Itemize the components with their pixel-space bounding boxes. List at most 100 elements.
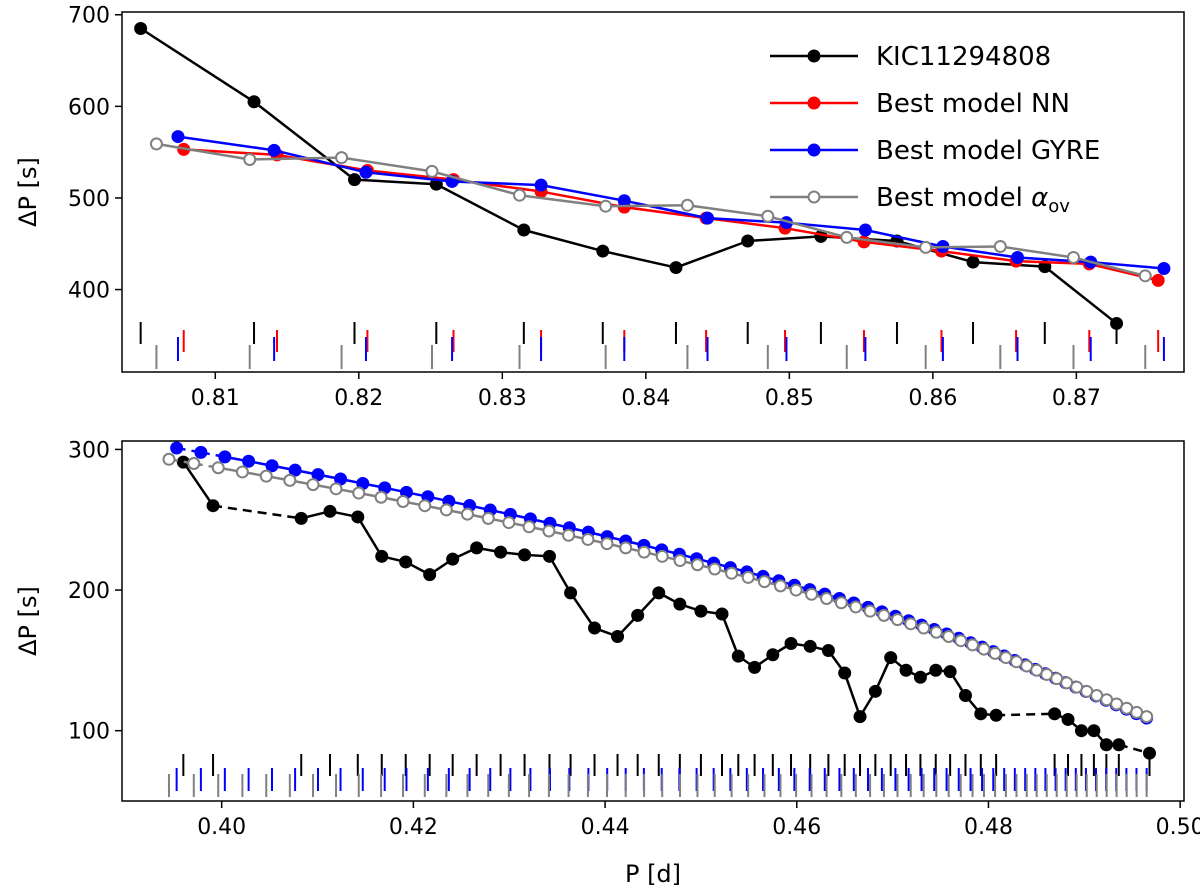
series-line-segment-1 <box>1016 259 1090 266</box>
data-point-0 <box>1142 746 1156 760</box>
data-point-0 <box>669 261 683 275</box>
series-line-segment-3 <box>767 215 848 239</box>
series-line-segment-0 <box>747 235 821 243</box>
data-point-0 <box>375 549 389 563</box>
data-point-0 <box>176 455 190 469</box>
bottom-plot-area <box>162 441 1156 797</box>
data-point-2 <box>655 549 669 563</box>
x-tick-label: 0.48 <box>964 815 1013 840</box>
series-line-segment-0 <box>843 672 862 718</box>
y-tick-label: 500 <box>68 187 110 212</box>
x-tick-label: 0.46 <box>772 815 821 840</box>
legend-label: Best model NN <box>876 89 1070 119</box>
data-point-2 <box>858 223 872 237</box>
data-point-0 <box>715 607 729 621</box>
series-line-segment-2 <box>942 245 1018 259</box>
legend-label: Best model GYRE <box>876 136 1100 166</box>
data-point-3 <box>149 137 163 151</box>
data-point-0 <box>399 555 413 569</box>
data-point-3 <box>513 188 527 202</box>
data-point-1 <box>1151 273 1165 287</box>
data-point-2 <box>283 473 297 487</box>
bottom-axes-frame <box>121 440 1185 802</box>
data-point-2 <box>562 528 576 542</box>
data-point-2 <box>1157 261 1171 275</box>
top-plot-area <box>134 21 1171 369</box>
data-point-2 <box>460 507 474 521</box>
data-point-0 <box>596 244 610 258</box>
series-line-segment-0 <box>602 249 677 269</box>
data-point-0 <box>838 666 852 680</box>
data-point-2 <box>581 532 595 546</box>
data-point-2 <box>701 211 715 225</box>
legend-marker <box>807 49 821 63</box>
data-point-0 <box>821 644 835 658</box>
series-line-segment-3 <box>687 204 768 218</box>
data-point-0 <box>323 504 337 518</box>
data-point-2 <box>396 494 410 508</box>
data-point-2 <box>522 520 536 534</box>
data-point-2 <box>820 592 834 605</box>
data-point-2 <box>942 629 956 643</box>
data-point-0 <box>564 586 578 600</box>
data-point-2 <box>805 587 819 601</box>
data-point-2 <box>929 625 943 639</box>
data-point-0 <box>611 629 625 643</box>
data-point-0 <box>1099 738 1113 752</box>
data-point-0 <box>446 552 460 566</box>
series-line-segment-0 <box>996 712 1055 717</box>
series-line-segment-2 <box>273 149 367 174</box>
data-point-1 <box>242 454 256 468</box>
series-line-segment-1 <box>941 249 1017 263</box>
data-point-2 <box>502 516 516 530</box>
series-line-segment-3 <box>605 204 688 208</box>
series-line-segment-3 <box>846 236 926 249</box>
bottom-panel: 0.40 0.42 0.44 0.46 0.48 0.50 100 200 300 ΔP [s]… <box>14 438 1200 888</box>
series-line-segment-0 <box>569 592 596 629</box>
data-point-0 <box>1087 724 1101 738</box>
data-point-3 <box>425 164 439 178</box>
series-line-segment-3 <box>431 170 520 197</box>
data-point-0 <box>470 541 484 555</box>
data-point-0 <box>803 639 817 653</box>
series-line-segment-3 <box>925 245 1001 249</box>
legend-marker <box>807 143 821 157</box>
y-tick-label: 600 <box>68 95 110 120</box>
data-point-2 <box>637 545 651 559</box>
data-point-0 <box>913 670 927 684</box>
series-line-segment-0 <box>1044 265 1118 325</box>
data-point-2 <box>673 554 687 568</box>
series-line-segment-0 <box>139 27 255 103</box>
data-point-2 <box>988 646 1002 660</box>
data-point-2 <box>329 482 343 496</box>
data-point-2 <box>904 617 918 631</box>
data-point-3 <box>1066 250 1080 264</box>
data-point-2 <box>359 165 373 179</box>
data-point-1 <box>170 441 184 455</box>
data-point-2 <box>789 583 803 597</box>
legend-label: Best model αov <box>876 183 1070 217</box>
data-point-3 <box>761 209 775 223</box>
data-point-1 <box>288 463 302 477</box>
data-point-2 <box>741 570 755 584</box>
data-point-2 <box>773 579 787 593</box>
series-line-segment-0 <box>212 504 302 520</box>
data-point-0 <box>494 545 508 559</box>
data-point-2 <box>439 503 453 517</box>
data-point-0 <box>294 511 308 525</box>
x-tick-label: 0.84 <box>621 386 670 411</box>
series-line-segment-0 <box>435 183 525 232</box>
data-point-0 <box>1110 316 1124 330</box>
top-y-axis-label: ΔP [s] <box>14 157 42 227</box>
data-point-3 <box>919 240 933 254</box>
x-tick-label: 0.83 <box>478 386 527 411</box>
data-point-0 <box>517 223 531 237</box>
data-point-0 <box>652 586 666 600</box>
data-point-2 <box>1011 250 1025 264</box>
data-point-0 <box>423 568 437 582</box>
data-point-2 <box>849 600 863 614</box>
y-tick-label: 100 <box>68 720 110 745</box>
data-point-0 <box>518 548 532 562</box>
series-line-segment-0 <box>253 100 356 181</box>
